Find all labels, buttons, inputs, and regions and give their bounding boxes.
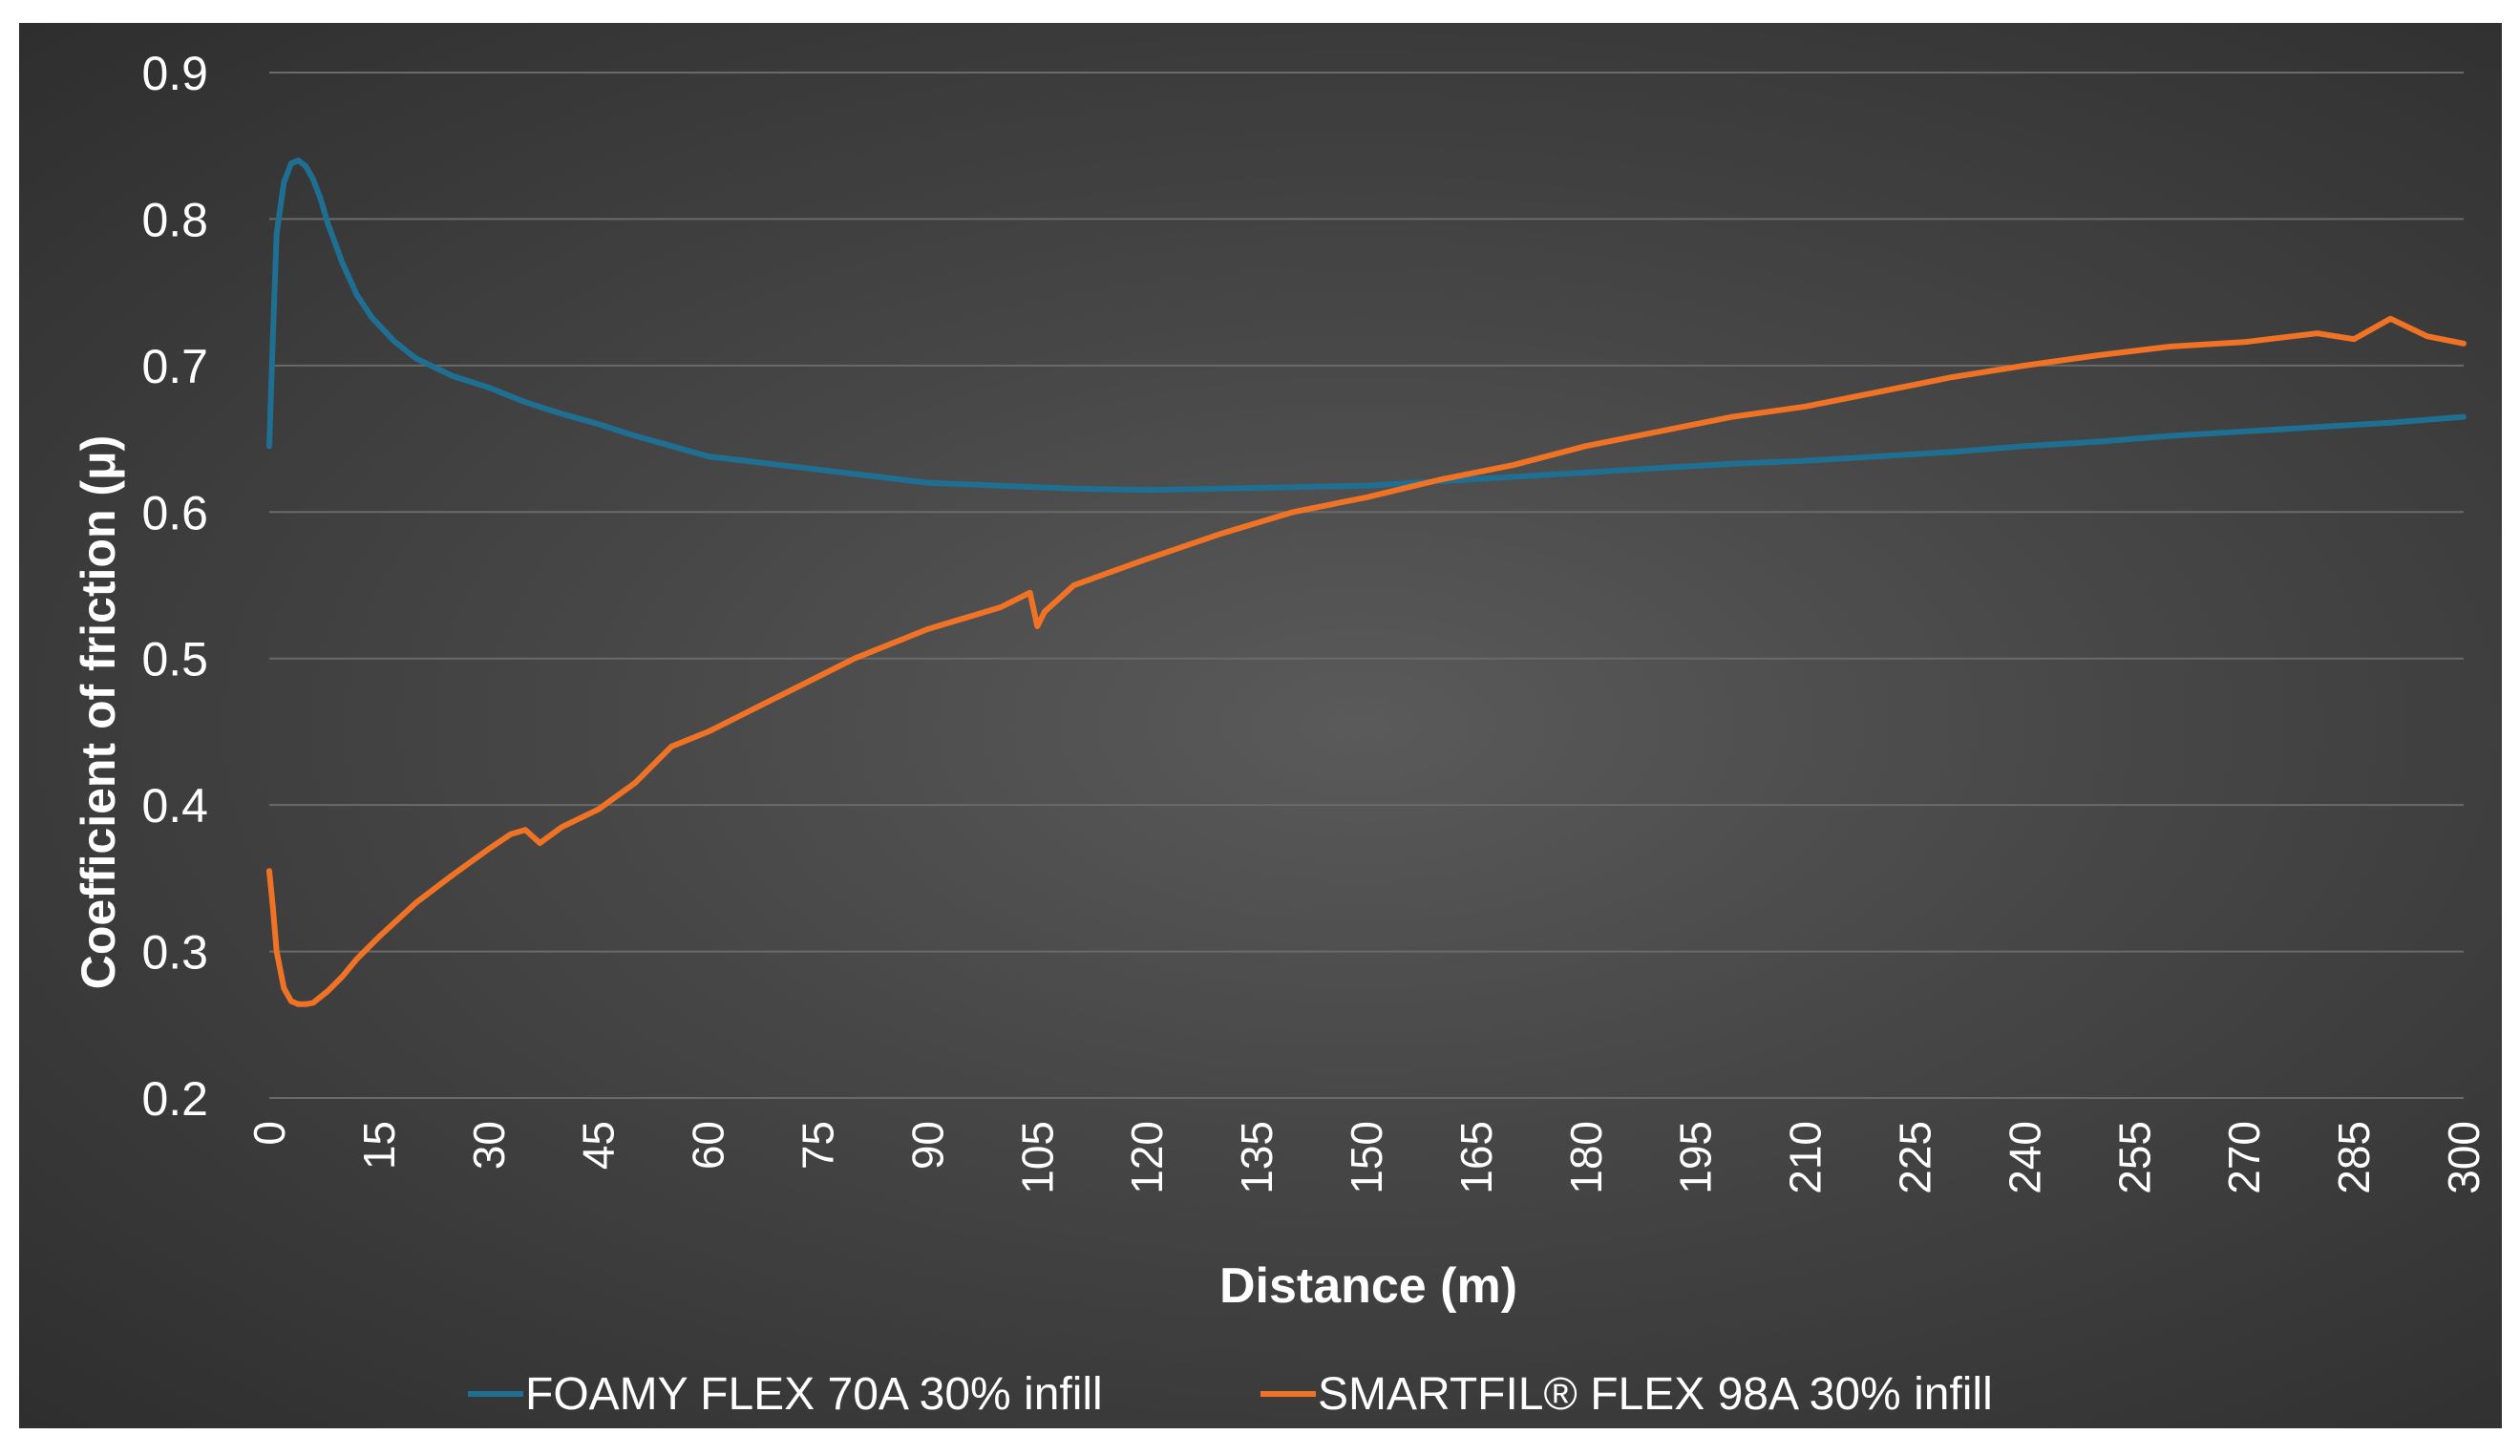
x-tick-label: 180 — [1561, 1121, 1611, 1194]
gridlines — [269, 72, 2464, 1099]
x-tick-label: 0 — [244, 1121, 294, 1146]
y-tick-label: 0.8 — [141, 193, 208, 246]
y-tick-label: 0.9 — [141, 47, 208, 100]
x-axis-ticks: 0 15 30 45 60 75 90 105 120 135 150 165 180 195 210 225… — [244, 1121, 2488, 1194]
x-tick-label: 30 — [464, 1121, 514, 1170]
x-tick-label: 90 — [902, 1121, 952, 1170]
x-tick-label: 195 — [1671, 1121, 1721, 1194]
x-tick-label: 210 — [1781, 1121, 1831, 1194]
x-tick-label: 285 — [2329, 1121, 2379, 1194]
x-tick-label: 105 — [1012, 1121, 1062, 1194]
x-tick-label: 240 — [2000, 1121, 2049, 1194]
legend-label-2: SMARTFIL® FLEX 98A 30% infill — [1318, 1369, 1993, 1420]
x-axis-title: Distance (m) — [1219, 1258, 1517, 1314]
x-tick-label: 75 — [794, 1121, 843, 1170]
series-line-2 — [266, 315, 2467, 1007]
chart-svg: 0.2 0.3 0.4 0.5 0.6 0.7 0.8 0.9 0 15 30 45 60 75 90 10… — [72, 47, 2488, 1420]
x-tick-label: 120 — [1122, 1121, 1172, 1194]
x-tick-label: 165 — [1451, 1121, 1501, 1194]
y-tick-label: 0.4 — [141, 779, 208, 833]
x-tick-label: 225 — [1891, 1121, 1940, 1194]
x-tick-label: 150 — [1342, 1121, 1391, 1194]
y-tick-label: 0.6 — [141, 486, 208, 539]
legend-label-1: FOAMY FLEX 70A 30% infill — [525, 1369, 1103, 1420]
x-tick-label: 15 — [354, 1121, 404, 1170]
y-axis-ticks: 0.2 0.3 0.4 0.5 0.6 0.7 0.8 0.9 — [141, 47, 208, 1126]
y-tick-label: 0.7 — [141, 340, 208, 393]
x-tick-label: 60 — [684, 1121, 733, 1170]
y-tick-label: 0.2 — [141, 1072, 208, 1126]
x-tick-label: 135 — [1232, 1121, 1281, 1194]
x-tick-label: 300 — [2439, 1121, 2488, 1194]
y-tick-label: 0.5 — [141, 633, 208, 686]
x-tick-label: 270 — [2219, 1121, 2269, 1194]
y-axis-title: Coefficient of friction (μ) — [72, 435, 125, 990]
series-lines — [266, 158, 2467, 1007]
series-line-1 — [266, 158, 2467, 494]
chart-frame: 0.2 0.3 0.4 0.5 0.6 0.7 0.8 0.9 0 15 30 45 60 75 90 10… — [19, 23, 2502, 1428]
legend: FOAMY FLEX 70A 30% infill SMARTFIL® FLEX … — [468, 1369, 1993, 1420]
x-tick-label: 255 — [2109, 1121, 2159, 1194]
y-tick-label: 0.3 — [141, 926, 208, 980]
x-tick-label: 45 — [574, 1121, 624, 1170]
